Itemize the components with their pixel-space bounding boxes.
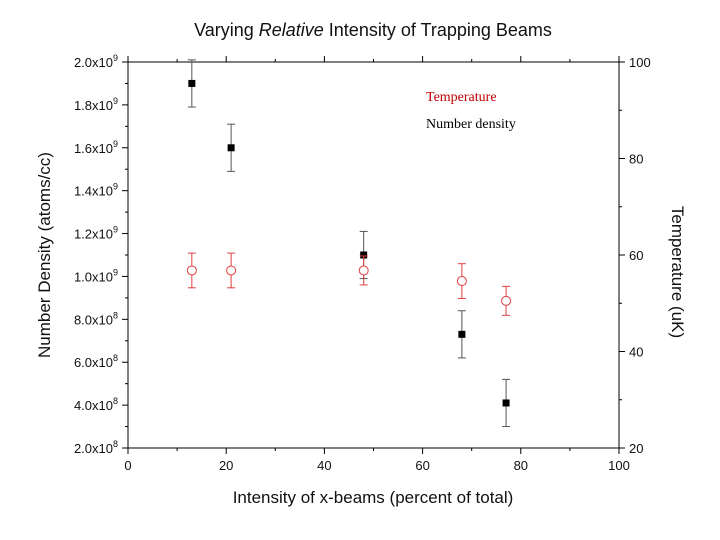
y-tick-label: 1.4x109 <box>74 182 118 199</box>
circle-marker <box>456 276 467 287</box>
y-axis-label: Number Density (atoms/cc) <box>35 152 54 358</box>
circle-marker <box>226 265 237 276</box>
legend-item-temperature: Temperature <box>426 90 497 105</box>
temperature-point <box>501 285 512 316</box>
series-layer <box>186 59 512 428</box>
x-axis-ticks: 0 20 40 60 80 100 <box>124 56 630 473</box>
y2-tick-label: 20 <box>629 441 643 456</box>
number-density-point <box>457 310 466 359</box>
circle-marker <box>358 265 369 276</box>
y2-tick-label: 80 <box>629 152 643 167</box>
y2-tick-label: 40 <box>629 345 643 360</box>
y-tick-label: 8.0x108 <box>74 310 118 327</box>
y-tick-label: 1.8x109 <box>74 96 118 113</box>
plot-area-frame <box>127 61 620 449</box>
temperature-point <box>358 255 369 286</box>
number-density-point <box>227 123 236 172</box>
number-density-point <box>187 59 196 108</box>
temperature-point <box>226 252 237 289</box>
y-tick-label: 1.0x109 <box>74 267 118 284</box>
y2-axis-label: Temperature (uK) <box>668 206 687 338</box>
x-tick-label: 40 <box>317 458 331 473</box>
y-tick-label: 4.0x108 <box>74 396 118 413</box>
legend-item-number-density: Number density <box>426 117 516 132</box>
y-tick-label: 1.2x109 <box>74 225 118 242</box>
square-marker <box>458 330 466 338</box>
square-marker <box>188 79 196 87</box>
number-density-point <box>502 378 511 428</box>
x-tick-label: 0 <box>124 458 131 473</box>
y2-tick-label: 60 <box>629 248 643 263</box>
x-tick-label: 60 <box>415 458 429 473</box>
chart-title: Varying Relative Intensity of Trapping B… <box>194 20 552 40</box>
y2-tick-label: 100 <box>629 55 651 70</box>
circle-marker <box>186 265 197 276</box>
y-tick-label: 6.0x108 <box>74 353 118 370</box>
y-axis-ticks: 2.0x108 4.0x108 6.0x108 8.0x108 1.0x109 1.2x1… <box>74 53 128 456</box>
legend: Temperature Number density <box>426 90 516 132</box>
x-axis-label: Intensity of x-beams (percent of total) <box>233 488 514 507</box>
x-tick-label: 100 <box>608 458 630 473</box>
circle-marker <box>501 295 512 306</box>
square-marker <box>502 399 510 407</box>
y-tick-label: 1.6x109 <box>74 139 118 156</box>
square-marker <box>227 144 235 152</box>
x-tick-label: 80 <box>514 458 528 473</box>
y-tick-label: 2.0x109 <box>74 53 118 70</box>
temperature-point <box>186 252 197 289</box>
temperature-point <box>456 263 467 299</box>
square-marker <box>360 251 368 259</box>
y2-axis-ticks: 20 40 60 80 100 <box>619 55 651 456</box>
x-tick-label: 20 <box>219 458 233 473</box>
y-tick-label: 2.0x108 <box>74 439 118 456</box>
